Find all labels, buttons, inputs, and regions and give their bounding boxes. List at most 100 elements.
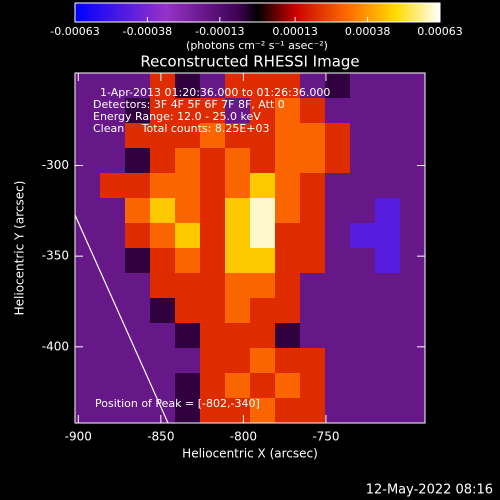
heatmap-cell (125, 273, 151, 299)
heatmap-cell (275, 198, 301, 224)
heatmap-cell (75, 323, 101, 349)
heatmap-cell (75, 273, 101, 299)
heatmap-cell (150, 123, 176, 149)
heatmap-cell (75, 198, 101, 224)
heatmap-cell (400, 98, 425, 124)
annotation: Energy Range: 12.0 - 25.0 keV (93, 110, 261, 123)
heatmap-cell (225, 73, 251, 99)
heatmap-cell (325, 98, 351, 124)
heatmap-cell (100, 398, 126, 423)
heatmap-cell (75, 123, 101, 149)
heatmap-cell (225, 198, 251, 224)
heatmap-cell (300, 123, 326, 149)
heatmap-cell (250, 98, 276, 124)
heatmap-cell (200, 73, 226, 99)
colorbar-tick-label: -0.00038 (123, 25, 172, 38)
heatmap-cell (275, 173, 301, 199)
heatmap-cell (125, 198, 151, 224)
heatmap-cell (200, 223, 226, 249)
heatmap-cell (275, 398, 301, 423)
heatmap-cell (100, 173, 126, 199)
heatmap-cell (100, 348, 126, 374)
heatmap-cell (200, 298, 226, 324)
heatmap-cell (150, 223, 176, 249)
footer-date: 12-May-2022 08:16 (366, 483, 493, 498)
heatmap-cell (175, 373, 201, 399)
heatmap-cell (375, 198, 401, 224)
heatmap-cell (100, 73, 126, 99)
heatmap-cell (100, 323, 126, 349)
heatmap-cell (150, 148, 176, 174)
heatmap-cell (325, 398, 351, 423)
heatmap-cell (150, 198, 176, 224)
colorbar-tick-label: 0.00063 (417, 25, 463, 38)
heatmap-cell (75, 373, 101, 399)
heatmap-cell (250, 173, 276, 199)
heatmap-cell (150, 173, 176, 199)
heatmap-cell (400, 148, 425, 174)
heatmap-cell (75, 98, 101, 124)
heatmap-cell (275, 273, 301, 299)
heatmap-cell (400, 223, 425, 249)
heatmap-cell (250, 373, 276, 399)
heatmap-cell (350, 198, 376, 224)
heatmap-cell (100, 98, 126, 124)
heatmap-cell (125, 248, 151, 274)
heatmap-cell (300, 398, 326, 423)
heatmap-cell (225, 273, 251, 299)
heatmap-cell (125, 348, 151, 374)
x-tick-label: -850 (147, 430, 174, 444)
x-tick-label: -800 (230, 430, 257, 444)
heatmap-cell (150, 323, 176, 349)
colorbar-tick-label: -0.00063 (50, 25, 99, 38)
heatmap-cell (300, 373, 326, 399)
heatmap-cell (75, 398, 101, 423)
heatmap-cell (175, 273, 201, 299)
heatmap-cell (325, 148, 351, 174)
heatmap-cell (375, 173, 401, 199)
heatmap-cell (100, 373, 126, 399)
heatmap-cell (125, 73, 151, 99)
colorbar (74, 2, 441, 23)
heatmap-cell (175, 148, 201, 174)
heatmap-cell (150, 298, 176, 324)
heatmap-cell (325, 323, 351, 349)
heatmap-cell (175, 398, 201, 423)
heatmap-cell (125, 298, 151, 324)
heatmap-cell (275, 323, 301, 349)
heatmap-cell (350, 323, 376, 349)
heatmap-cell (300, 273, 326, 299)
heatmap-cell (375, 323, 401, 349)
heatmap-cell (100, 248, 126, 274)
heatmap-cell (150, 348, 176, 374)
heatmap-cell (175, 173, 201, 199)
heatmap-cell (350, 348, 376, 374)
heatmap-cell (200, 123, 226, 149)
heatmap-cell (375, 248, 401, 274)
heatmap-cell (200, 373, 226, 399)
heatmap-cell (225, 123, 251, 149)
heatmap-cell (400, 198, 425, 224)
heatmap-cell (250, 148, 276, 174)
heatmap-cell (300, 348, 326, 374)
heatmap-cell (325, 123, 351, 149)
heatmap-cell (200, 198, 226, 224)
heatmap-cell (150, 373, 176, 399)
heatmap-cell (300, 298, 326, 324)
annotation: Detectors: 3F 4F 5F 6F 7F 8F, Att 0 (93, 98, 285, 111)
heatmap-cell (100, 273, 126, 299)
heatmap-cell (375, 398, 401, 423)
heatmap-cell (325, 373, 351, 399)
colorbar-tick-label: 0.00038 (345, 25, 391, 38)
heatmap-cell (225, 323, 251, 349)
y-axis-label: Heliocentric Y (arcsec) (13, 181, 27, 316)
heatmap-cell (175, 98, 201, 124)
heatmap-cell (375, 373, 401, 399)
heatmap-cell (225, 148, 251, 174)
heatmap-cell (75, 73, 101, 99)
heatmap-cell (100, 148, 126, 174)
heatmap-cell (375, 148, 401, 174)
heatmap-cell (125, 98, 151, 124)
heatmap-cell (400, 273, 425, 299)
